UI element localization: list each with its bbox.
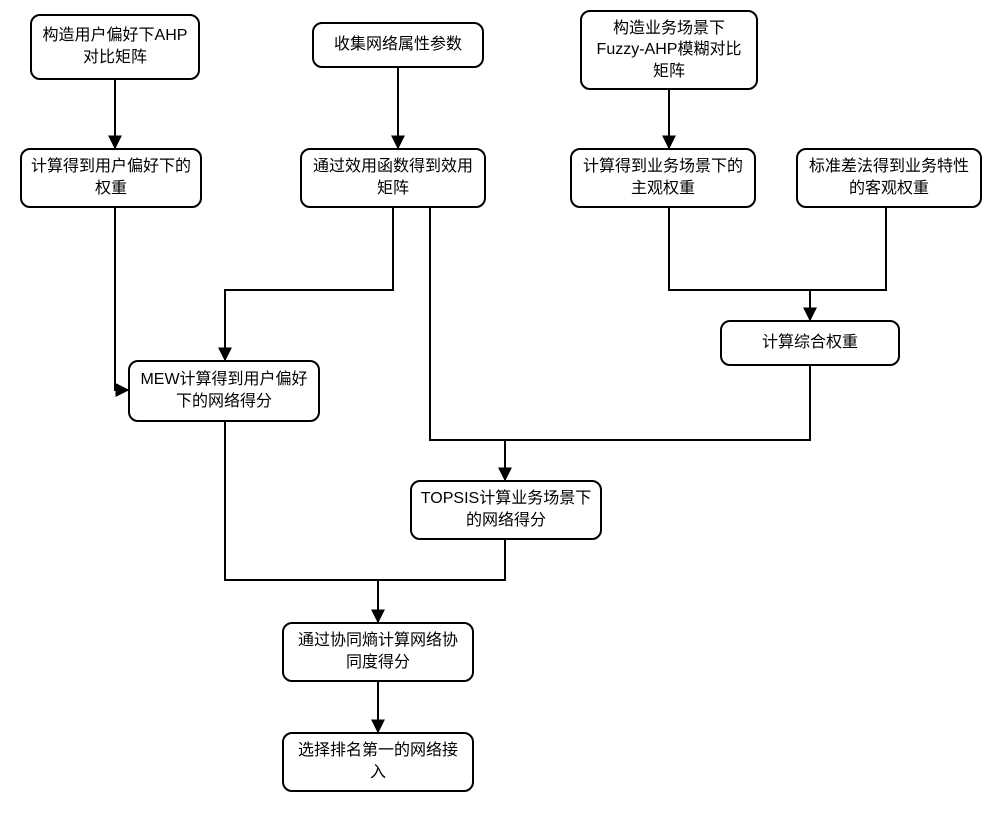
edge-n4-n9 — [115, 208, 128, 390]
flow-node-n4: 计算得到用户偏好下的权重 — [20, 148, 202, 208]
flow-node-n1: 构造用户偏好下AHP对比矩阵 — [30, 14, 200, 80]
edge-n5-n9 — [225, 208, 393, 360]
flow-node-n6: 计算得到业务场景下的主观权重 — [570, 148, 756, 208]
flow-node-n8: 计算综合权重 — [720, 320, 900, 366]
flow-node-n12: 选择排名第一的网络接入 — [282, 732, 474, 792]
flow-node-n3: 构造业务场景下Fuzzy-AHP模糊对比矩阵 — [580, 10, 758, 90]
flow-node-n7: 标准差法得到业务特性的客观权重 — [796, 148, 982, 208]
edge-n6-n8 — [669, 208, 810, 320]
edge-n9-n11 — [225, 422, 378, 622]
edge-n8-n10 — [505, 366, 810, 440]
flow-node-n11: 通过协同熵计算网络协同度得分 — [282, 622, 474, 682]
flowchart-canvas: 构造用户偏好下AHP对比矩阵 收集网络属性参数 构造业务场景下Fuzzy-AHP模糊… — [0, 0, 1000, 820]
edge-n5-n10 — [430, 208, 505, 480]
flow-node-n5: 通过效用函数得到效用矩阵 — [300, 148, 486, 208]
flow-node-n2: 收集网络属性参数 — [312, 22, 484, 68]
flow-node-n10: TOPSIS计算业务场景下的网络得分 — [410, 480, 602, 540]
edge-n7-n8 — [810, 208, 886, 290]
flow-node-n9: MEW计算得到用户偏好下的网络得分 — [128, 360, 320, 422]
edge-n10-n11 — [378, 540, 505, 580]
